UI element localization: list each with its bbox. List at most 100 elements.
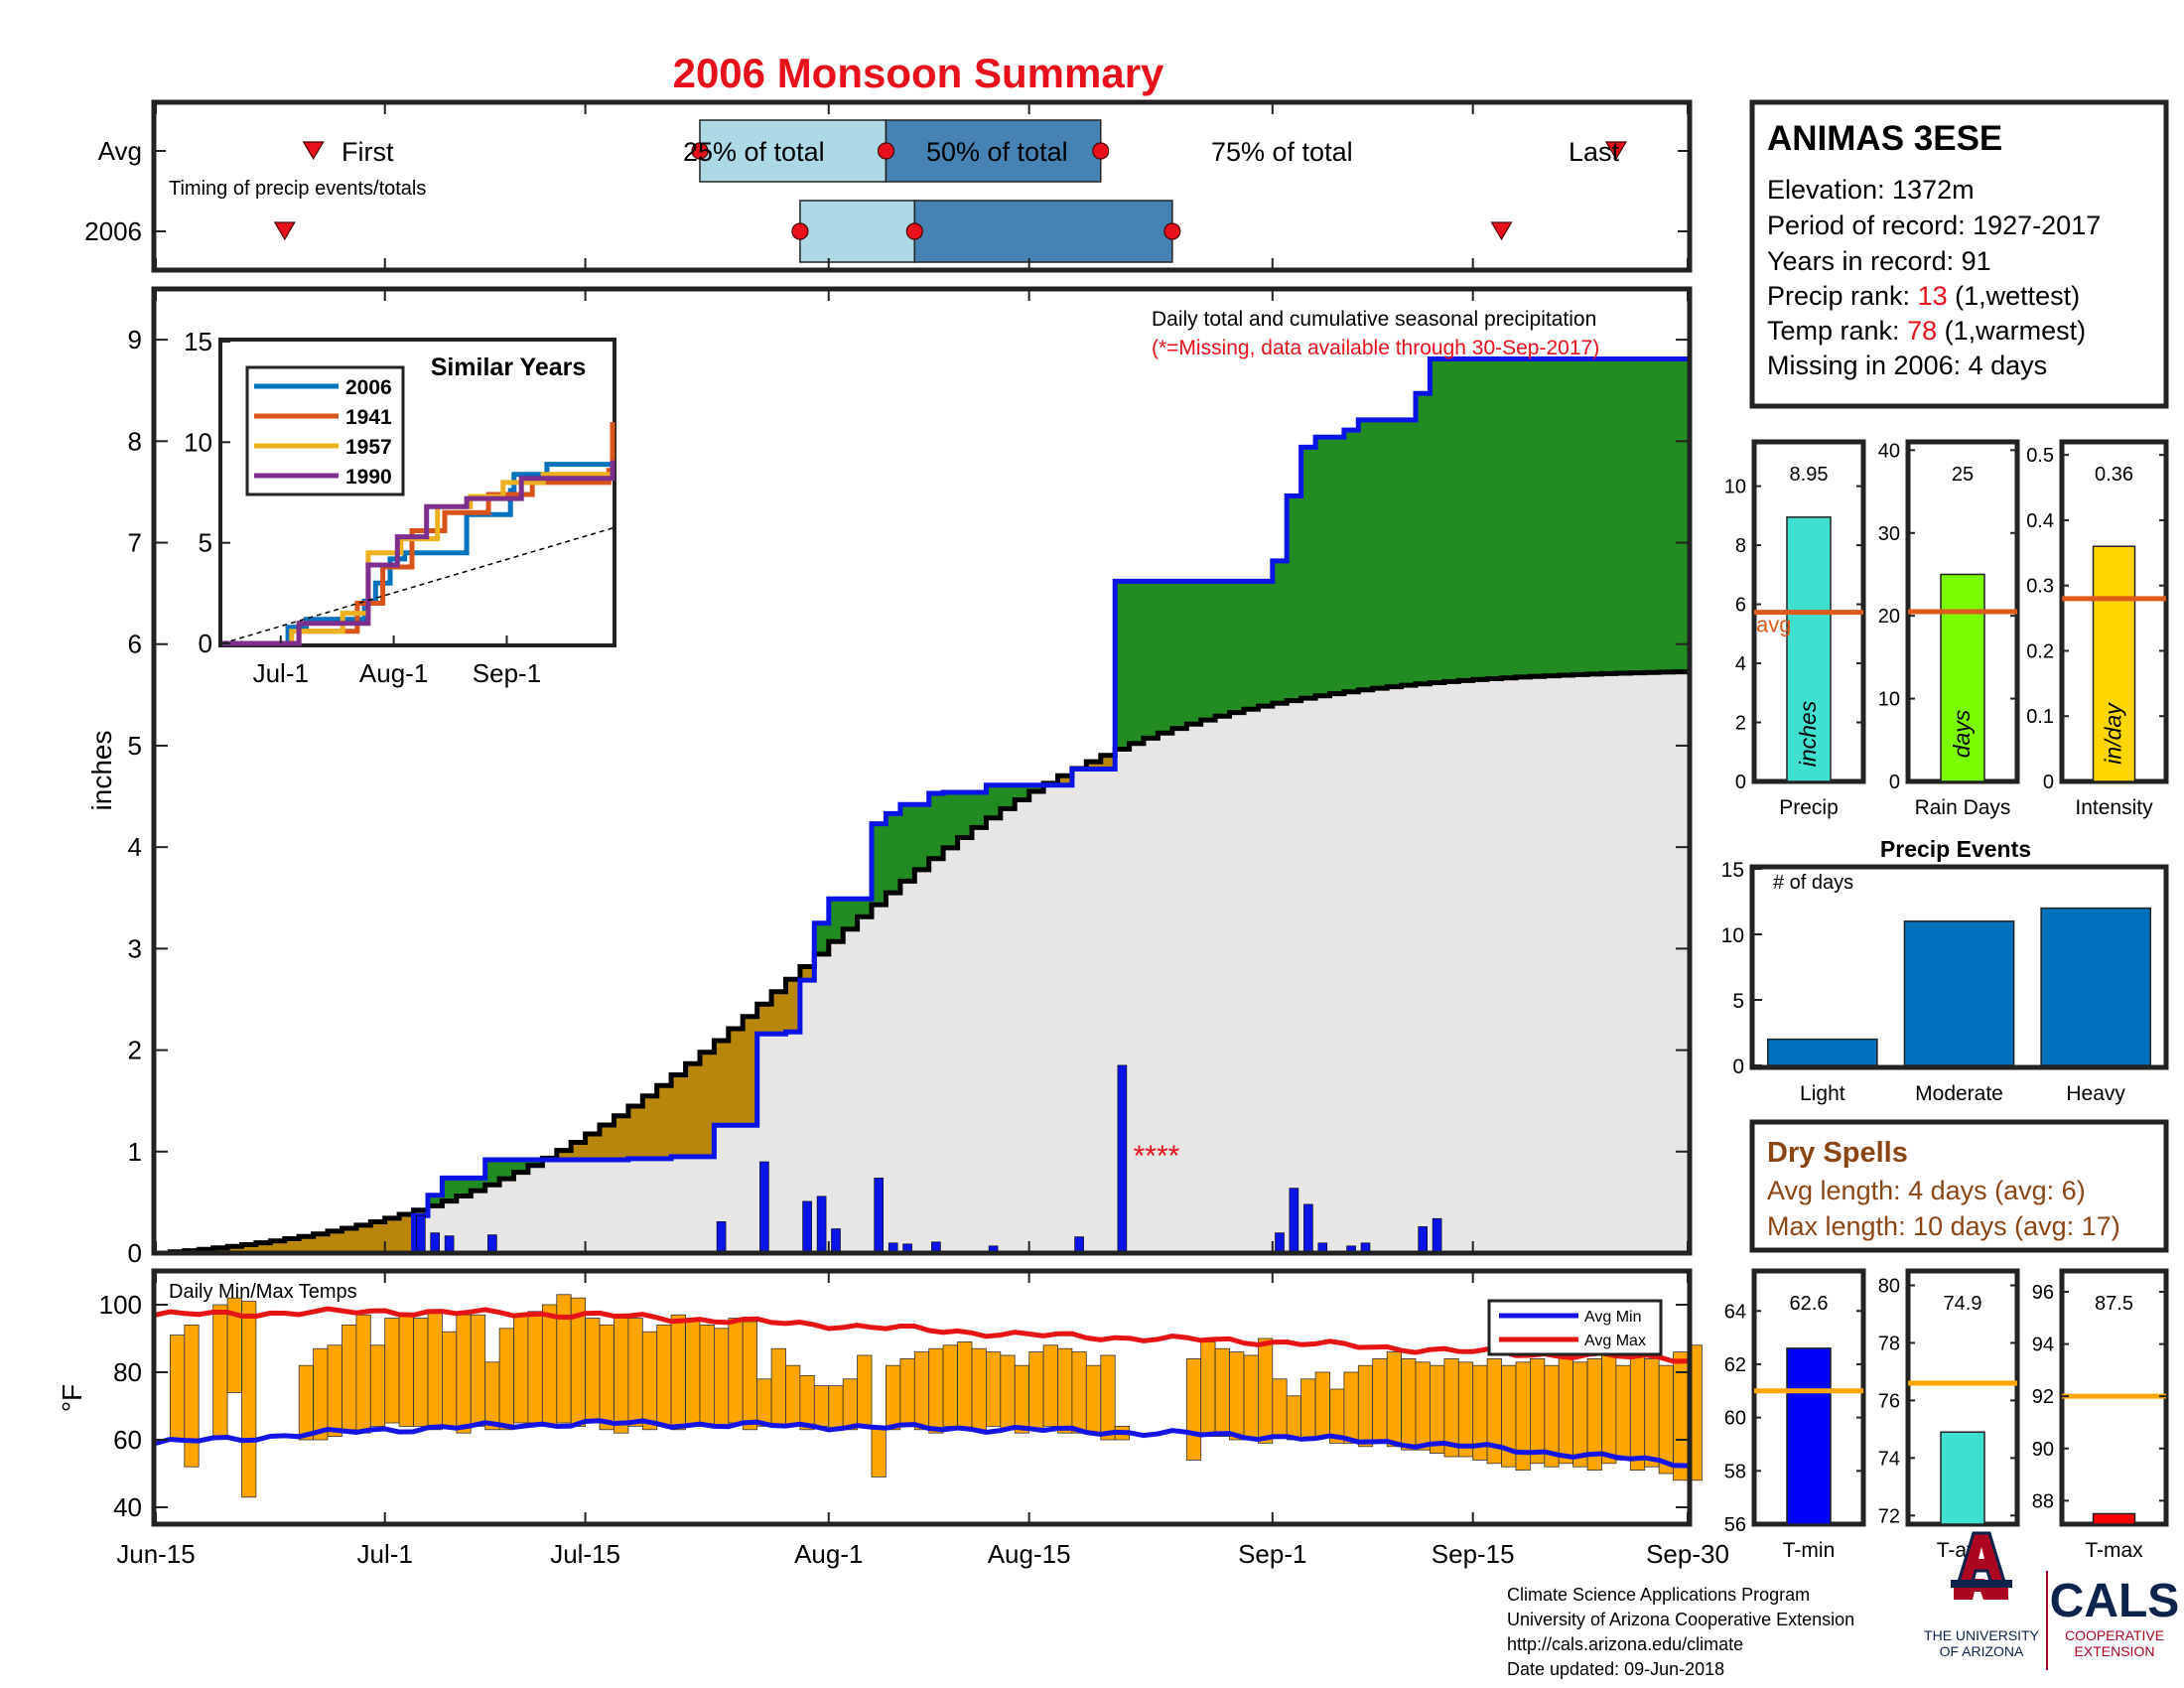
temp-range-bar bbox=[498, 1328, 514, 1431]
temp-y-axis-label: °F bbox=[57, 1384, 87, 1412]
summary-bar-panels: avg 8.95 inches 0 2 4 6 8 10 Precip 25 days 0 10 20 30 4… bbox=[1724, 439, 2169, 1562]
daily-precip-bar bbox=[874, 1178, 885, 1254]
above-average-fill bbox=[1144, 581, 1159, 739]
precip-events-panel: Precip Events Light Moderate Heavy 0 5 10 15 #… bbox=[1721, 836, 2169, 1105]
temp-range-bar bbox=[1200, 1341, 1216, 1438]
inset-y-tick-label: 15 bbox=[184, 327, 212, 356]
temp-range-bar bbox=[871, 1426, 887, 1477]
temp-range-bar bbox=[799, 1375, 815, 1431]
temp-legend-box bbox=[1487, 1299, 1663, 1356]
below-average-fill bbox=[341, 1228, 357, 1253]
panel-bar-rain_days bbox=[1940, 573, 1985, 782]
above-average-fill bbox=[1272, 560, 1288, 704]
above-average-fill bbox=[1000, 784, 1016, 809]
inset-y-tick-label: 0 bbox=[199, 629, 212, 658]
temp-range-bar bbox=[599, 1325, 614, 1431]
timing-box-early-year bbox=[799, 200, 916, 263]
above-average-fill bbox=[828, 899, 844, 942]
panel-y-tick-label: 64 bbox=[1724, 1301, 1746, 1323]
above-average-fill bbox=[1229, 581, 1245, 713]
above-average-fill bbox=[1430, 358, 1445, 683]
above-average-fill bbox=[1028, 784, 1044, 791]
date-axis-label: Jul-15 bbox=[550, 1539, 620, 1569]
temp-y-tick-label: 40 bbox=[113, 1492, 142, 1522]
main-y-tick-label: 1 bbox=[128, 1137, 142, 1167]
main-y-tick-label: 0 bbox=[128, 1238, 142, 1268]
above-average-fill bbox=[1329, 437, 1345, 694]
panel-t_max: 87.5 88 90 92 94 96 T-max bbox=[2032, 1268, 2169, 1562]
date-axis-label: Sep-30 bbox=[1646, 1539, 1729, 1569]
main-y-tick-label: 8 bbox=[128, 426, 142, 456]
temp-range-bar bbox=[842, 1378, 859, 1431]
temp-range-bar bbox=[785, 1364, 801, 1427]
temp-range-bar bbox=[1057, 1347, 1073, 1434]
below-average-fill bbox=[241, 1244, 257, 1253]
panel-avg-label: avg bbox=[1756, 613, 1791, 637]
ua-logo-line-1: THE UNIVERSITY bbox=[1924, 1627, 2040, 1643]
inset-x-tick-label: Jul-1 bbox=[253, 658, 309, 688]
main-axis-ticks: 0 1 2 3 4 5 6 7 8 9 bbox=[128, 289, 1689, 1268]
event-y-tick-label: 0 bbox=[1732, 1055, 1744, 1078]
event-y-tick-label: 5 bbox=[1732, 990, 1744, 1013]
inset-legend: 2006 1941 1957 1990 bbox=[245, 365, 405, 496]
temp-range-bar bbox=[1644, 1358, 1660, 1468]
temp-range-bar bbox=[742, 1321, 758, 1431]
temp-range-bar bbox=[1085, 1364, 1102, 1434]
date-axis-label: Jul-1 bbox=[357, 1539, 413, 1569]
precip-events-bars: Light Moderate Heavy 0 5 10 15 bbox=[1721, 859, 2151, 1105]
panel-y-tick-label: 96 bbox=[2032, 1282, 2054, 1304]
above-average-fill bbox=[484, 1160, 500, 1186]
panel-y-tick-label: 74 bbox=[1878, 1448, 1900, 1470]
temp-range-bar bbox=[1071, 1351, 1087, 1434]
below-average-fill bbox=[642, 1095, 658, 1159]
above-average-fill bbox=[1287, 495, 1302, 701]
ua-block-a-icon bbox=[1951, 1531, 2012, 1600]
daily-precip-bar bbox=[1432, 1217, 1442, 1254]
timing-label-p50: 50% of total bbox=[926, 137, 1068, 167]
timing-note: Timing of precip events/totals bbox=[169, 178, 426, 200]
timing-marker-p50-avg bbox=[877, 142, 895, 160]
timing-marker-p75-year bbox=[1163, 222, 1181, 240]
above-average-fill bbox=[1601, 358, 1617, 674]
above-average-fill bbox=[527, 1160, 543, 1166]
dry-spells-box: Dry Spells Avg length: 4 days (avg: 6) M… bbox=[1749, 1119, 2169, 1253]
inset-y-tick-label: 10 bbox=[184, 427, 212, 457]
daily-precip-bar bbox=[444, 1235, 455, 1254]
panel-value-label: 87.5 bbox=[2095, 1293, 2133, 1315]
panel-bar-t_max bbox=[2092, 1512, 2136, 1525]
inset-series-1941 bbox=[222, 422, 615, 646]
inset-x-tick-label: Sep-1 bbox=[473, 658, 541, 688]
panel-y-tick-label: 62 bbox=[1724, 1354, 1746, 1376]
temp-range-bar bbox=[527, 1311, 543, 1424]
above-average-fill bbox=[1401, 419, 1417, 686]
panel-t_min: 62.6 56 58 60 62 64 T-min bbox=[1724, 1268, 1866, 1562]
ua-logo-line-2: OF ARIZONA bbox=[1940, 1643, 2024, 1659]
temp-range-bar bbox=[1673, 1351, 1689, 1481]
station-box-frame bbox=[1749, 99, 2169, 409]
below-average-fill bbox=[700, 1052, 715, 1157]
temp-legend: Avg Min Avg Max bbox=[1487, 1299, 1663, 1356]
panel-bar-t_avg bbox=[1940, 1431, 1985, 1525]
daily-precip-bar bbox=[1289, 1188, 1299, 1254]
temp-range-bar bbox=[1014, 1364, 1030, 1434]
avg-min-line bbox=[155, 1418, 1689, 1469]
date-axis-labels: Jun-15 Jul-1 Jul-15 Aug-1 Aug-15 Sep-1 Sep-15 S… bbox=[116, 1539, 1729, 1569]
main-y-tick-label: 2 bbox=[128, 1036, 142, 1065]
timing-triangle-last-avg bbox=[1604, 141, 1627, 161]
footer-line-1: Climate Science Applications Program bbox=[1507, 1585, 1810, 1605]
above-average-fill bbox=[1416, 393, 1431, 684]
figure-title: 2006 Monsoon Summary bbox=[673, 50, 1164, 96]
inset-series: 0 5 10 15 Jul-1 Aug-1 Sep-1 bbox=[184, 327, 615, 688]
temp-range-bar bbox=[241, 1301, 257, 1498]
panel-value-label: 8.95 bbox=[1790, 464, 1829, 486]
temp-y-tick-label: 60 bbox=[113, 1425, 142, 1455]
event-bar bbox=[1767, 1038, 1878, 1066]
above-average-fill bbox=[1200, 581, 1216, 721]
above-average-fill bbox=[1215, 581, 1231, 717]
below-average-fill bbox=[714, 1041, 730, 1126]
temp-range-bar bbox=[699, 1325, 715, 1427]
panel-y-tick-label: 78 bbox=[1878, 1333, 1900, 1354]
temp-range-bar bbox=[614, 1318, 629, 1434]
average-cumulative-line bbox=[156, 669, 1691, 1256]
